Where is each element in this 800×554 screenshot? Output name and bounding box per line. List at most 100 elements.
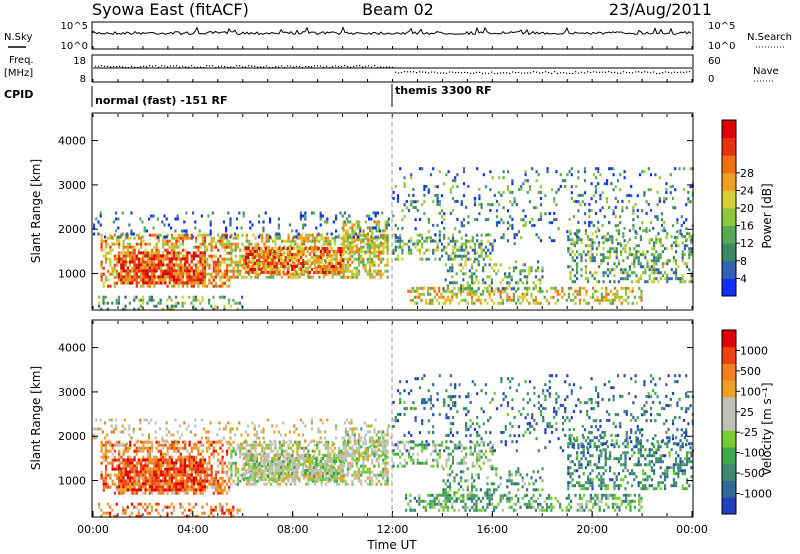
power-cell	[244, 259, 248, 262]
velocity-cell	[164, 455, 167, 459]
velocity-cell	[188, 464, 191, 468]
power-cell	[484, 245, 488, 249]
power-cell	[659, 238, 662, 242]
velocity-cell	[137, 449, 141, 453]
power-cell	[321, 256, 325, 259]
power-cell	[203, 281, 207, 285]
power-cell	[162, 272, 165, 276]
velocity-cell	[159, 485, 163, 489]
power-cell	[212, 284, 215, 288]
power-cell	[600, 262, 603, 266]
power-cell	[262, 229, 265, 233]
velocity-cell	[217, 488, 220, 492]
power-cell	[188, 263, 191, 267]
nave-point	[686, 71, 688, 73]
power-cell	[221, 272, 224, 276]
power-cell	[639, 274, 642, 278]
power-cell	[605, 200, 609, 204]
power-cell	[223, 304, 226, 308]
power-cell	[179, 263, 182, 267]
power-cell	[319, 253, 322, 256]
power-cell	[522, 209, 525, 213]
power-cell	[326, 217, 329, 221]
nsearch-tick-top: 10^5	[708, 21, 735, 32]
power-cell	[642, 229, 645, 233]
power-cell	[615, 253, 618, 257]
power-cell	[369, 229, 372, 233]
power-cell	[595, 253, 598, 257]
power-cell	[495, 263, 498, 267]
power-cell	[396, 236, 400, 240]
velocity-cell	[186, 458, 189, 462]
power-cell	[467, 221, 470, 225]
nave-point	[191, 65, 193, 67]
power-cell	[653, 277, 656, 281]
velocity-cell	[221, 470, 224, 474]
power-cell	[118, 245, 121, 249]
velocity-cell	[166, 470, 169, 474]
power-cell	[188, 295, 191, 299]
power-cell	[166, 307, 169, 311]
power-cell	[243, 248, 246, 252]
power-cell	[602, 271, 605, 275]
power-cell	[576, 265, 579, 269]
power-cell	[612, 209, 615, 213]
power-cell	[454, 227, 457, 231]
power-cell	[131, 281, 134, 285]
power-cell	[142, 301, 145, 305]
power-cell	[416, 239, 419, 243]
power-cell	[620, 268, 623, 272]
velocity-cell	[175, 491, 178, 495]
power-cell	[559, 173, 562, 177]
power-cell	[131, 266, 134, 270]
velocity-cell	[170, 491, 174, 495]
power-cell	[234, 275, 237, 279]
power-cell	[341, 253, 344, 256]
power-cell	[360, 245, 363, 249]
power-cell	[217, 272, 220, 276]
power-cell	[137, 236, 141, 240]
velocity-cell	[199, 482, 202, 486]
velocity-cell	[151, 440, 154, 444]
power-cell	[374, 214, 377, 218]
power-cell	[688, 235, 691, 239]
velocity-cell	[221, 461, 224, 465]
power-cell	[349, 254, 352, 258]
power-cell	[264, 265, 267, 268]
power-cell	[601, 206, 604, 210]
power-cell	[392, 196, 395, 200]
power-cell	[364, 242, 367, 246]
power-cell	[561, 289, 564, 293]
power-cell	[286, 253, 289, 256]
power-cell	[680, 215, 683, 219]
power-cell	[313, 250, 316, 253]
velocity-cell	[186, 449, 189, 453]
power-cell	[219, 275, 222, 279]
power-cell	[355, 275, 358, 279]
power-cell	[355, 250, 358, 254]
power-cell	[555, 170, 558, 174]
velocity-cell	[205, 502, 208, 506]
power-cell	[386, 233, 389, 237]
power-cell	[186, 269, 189, 273]
power-cell	[513, 200, 516, 204]
velocity-cell	[151, 482, 154, 486]
velocity-cell	[151, 485, 154, 489]
power-cell	[148, 251, 152, 255]
velocity-cell	[166, 461, 169, 465]
velocity-cell	[221, 476, 224, 480]
power-cell	[510, 278, 513, 282]
power-cell	[214, 266, 218, 270]
power-cell	[313, 242, 317, 246]
power-cell	[382, 229, 385, 233]
velocity-cell	[197, 482, 200, 486]
power-cell	[396, 239, 400, 243]
power-cell	[477, 295, 480, 299]
nave-point	[677, 71, 679, 74]
power-cell	[192, 275, 195, 279]
velocity-cell	[137, 479, 141, 483]
power-cell	[228, 263, 231, 267]
nave-point	[236, 65, 238, 67]
power-cell	[418, 251, 422, 255]
power-cell	[637, 280, 640, 284]
